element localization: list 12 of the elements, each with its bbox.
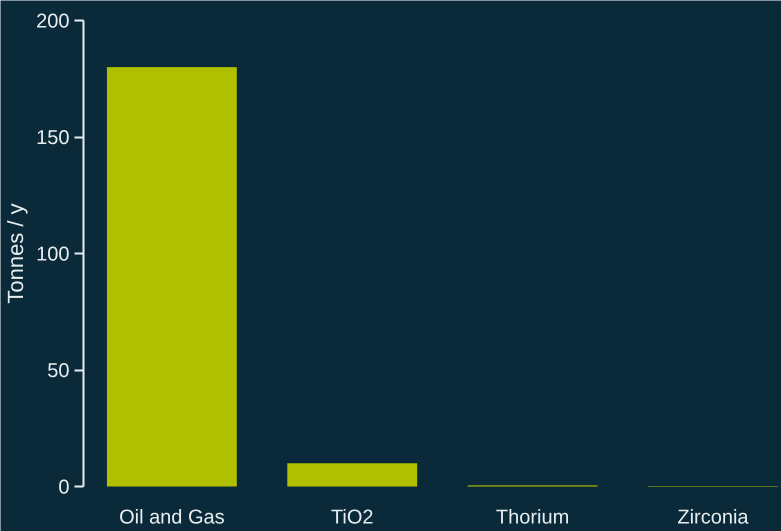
x-tick-label: Thorium bbox=[496, 506, 570, 528]
x-tick-label: TiO2 bbox=[330, 506, 374, 528]
x-tick-label: Oil and Gas bbox=[119, 506, 225, 528]
bar bbox=[106, 67, 237, 486]
y-tick-label: 0 bbox=[58, 476, 70, 498]
y-tick-label: 100 bbox=[36, 244, 70, 266]
y-tick-label: 200 bbox=[36, 10, 70, 32]
y-tick-label: 50 bbox=[47, 360, 70, 382]
bar bbox=[287, 463, 418, 486]
y-tick-label: 150 bbox=[36, 127, 70, 149]
x-tick-label: Zirconia bbox=[677, 506, 750, 528]
y-axis-title: Tonnes / y bbox=[3, 203, 28, 304]
